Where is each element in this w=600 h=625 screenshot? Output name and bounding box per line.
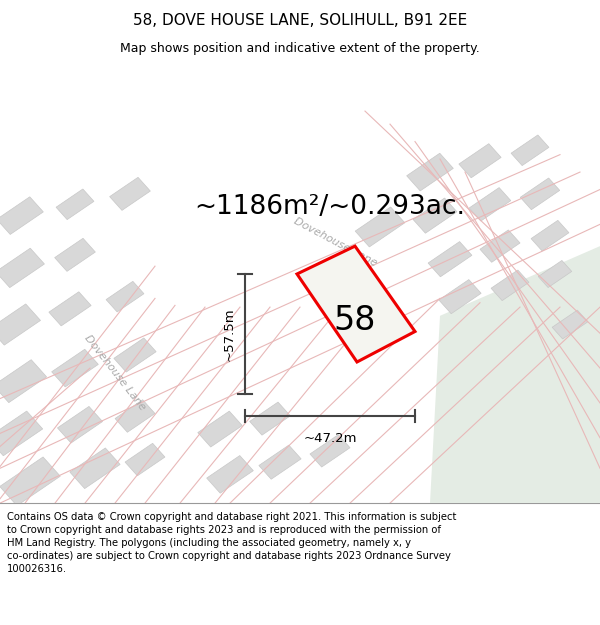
Bar [0, 248, 44, 288]
Bar [520, 178, 560, 209]
Bar [115, 400, 155, 432]
Bar [0, 411, 43, 456]
Text: Dovehouse Lane: Dovehouse Lane [292, 216, 378, 268]
Text: Contains OS data © Crown copyright and database right 2021. This information is : Contains OS data © Crown copyright and d… [7, 512, 457, 574]
Bar [531, 221, 569, 251]
Bar [428, 242, 472, 277]
Bar [491, 270, 529, 301]
Text: ~1186m²/~0.293ac.: ~1186m²/~0.293ac. [194, 194, 466, 220]
Bar [106, 281, 144, 312]
Bar [198, 411, 242, 447]
Polygon shape [297, 246, 415, 362]
Bar [55, 238, 95, 271]
Bar [0, 457, 60, 506]
Bar [469, 188, 511, 221]
Bar [259, 445, 301, 479]
Bar [439, 279, 481, 314]
Text: 58: 58 [334, 304, 376, 337]
Bar [511, 135, 549, 166]
Bar [56, 189, 94, 219]
Bar [49, 292, 91, 326]
Bar [0, 197, 43, 234]
Bar [0, 304, 41, 345]
Bar [70, 448, 120, 489]
Bar [110, 177, 151, 211]
Bar [250, 402, 290, 435]
Bar [114, 338, 156, 372]
Bar [552, 310, 588, 339]
Bar [310, 434, 350, 467]
Bar [58, 406, 103, 443]
Bar [52, 349, 98, 387]
Bar [125, 443, 165, 476]
Bar [413, 198, 457, 233]
Text: Map shows position and indicative extent of the property.: Map shows position and indicative extent… [120, 42, 480, 54]
Text: ~57.5m: ~57.5m [223, 308, 235, 361]
Polygon shape [430, 246, 600, 503]
Bar [538, 261, 572, 288]
Bar [206, 456, 253, 493]
Bar [355, 207, 405, 247]
Bar [459, 144, 501, 177]
Text: Dovehouse Lane: Dovehouse Lane [83, 333, 148, 412]
Bar [407, 153, 454, 191]
Text: ~47.2m: ~47.2m [303, 432, 357, 444]
Text: 58, DOVE HOUSE LANE, SOLIHULL, B91 2EE: 58, DOVE HOUSE LANE, SOLIHULL, B91 2EE [133, 13, 467, 28]
Bar [480, 230, 520, 262]
Bar [0, 360, 47, 403]
